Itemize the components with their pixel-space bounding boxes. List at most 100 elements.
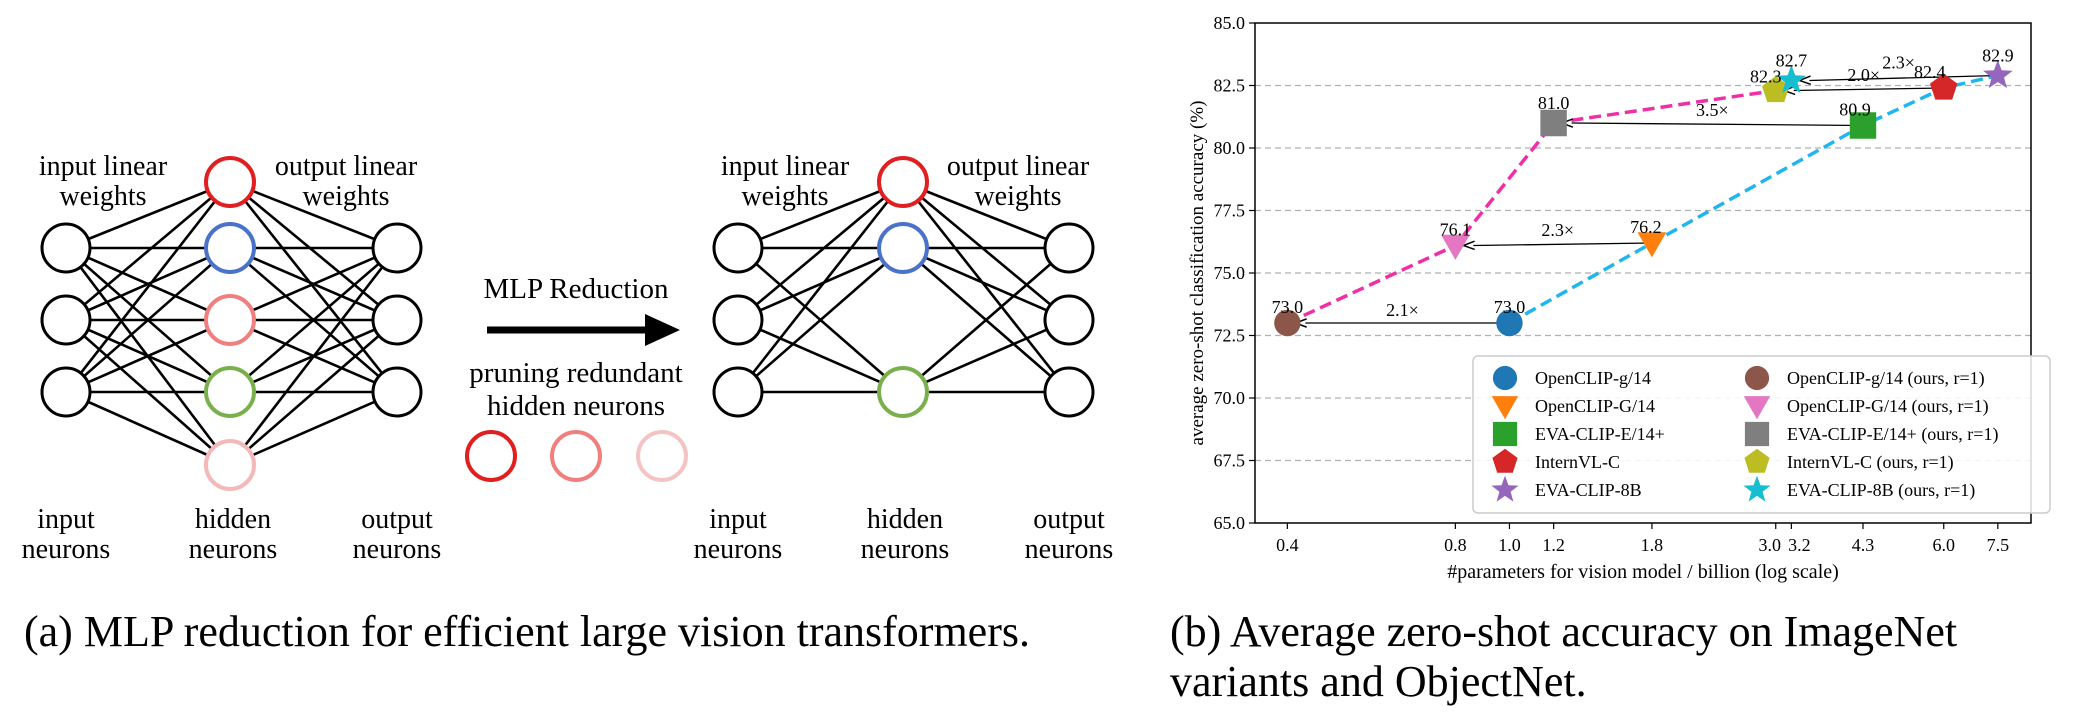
data-marker: [1496, 309, 1523, 337]
speedup-label: 3.5×: [1696, 100, 1729, 120]
data-labels: 73.0 76.2 80.9 82.4 82.9 73.0 76.1 81.0 82.382.7: [1272, 46, 2014, 318]
reduced-output-neuron: [1043, 294, 1095, 346]
legend-marker: [1744, 421, 1770, 447]
original-input-neuron: [40, 366, 92, 418]
x-axis-ticks: 0.4 0.8 1.0 1.2 1.8 3.0 3.2 4.3 6.0 7.5: [1276, 523, 2009, 555]
caption-a: (a) MLP reduction for efficient large vi…: [24, 607, 1030, 656]
legend-entry: InternVL-C (ours, r=1): [1787, 452, 1954, 473]
data-label: 82.7: [1776, 51, 1808, 71]
original-input-neuron: [40, 222, 92, 274]
legend-marker: [1744, 365, 1770, 391]
x-tick-label: 1.2: [1542, 535, 1565, 555]
data-marker: [1983, 59, 2013, 89]
data-marker: [1274, 309, 1301, 337]
original-hidden-neuron: [204, 294, 256, 346]
x-tick-label: 1.0: [1498, 535, 1521, 555]
data-label: 73.0: [1494, 297, 1526, 317]
original-output-edge: [229, 390, 398, 467]
pruned-neuron: [465, 430, 517, 482]
reduced-input-edge: [737, 180, 904, 250]
reduced-output-edge: [902, 318, 1070, 394]
original-hidden-neuron: [204, 222, 256, 274]
original-output-neuron: [371, 294, 423, 346]
data-marker: [1637, 232, 1667, 258]
data-label: 82.9: [1982, 46, 2014, 66]
data-marker: [1930, 73, 1958, 100]
original-input-edge: [65, 390, 231, 467]
x-tick-label: 7.5: [1987, 535, 2010, 555]
original-output-edge: [229, 247, 398, 393]
output-weights-label-l2: weights: [302, 181, 389, 212]
x-tick-label: 3.2: [1788, 535, 1811, 555]
y-tick-label: 70.0: [1214, 388, 1246, 408]
reduced-output-edge: [902, 180, 1070, 250]
reduced-output-edge: [902, 247, 1070, 393]
y-axis-label: average zero-shot classification accurac…: [1187, 101, 1208, 446]
original-output-edge: [229, 318, 398, 394]
data-marker: [1849, 112, 1877, 139]
chart-legend: OpenCLIP-g/14 OpenCLIP-G/14 EVA-CLIP-E/14+…: [1472, 355, 2051, 514]
data-label: 76.2: [1630, 217, 1662, 237]
reduced-output-neuron: [1043, 222, 1095, 274]
x-tick-label: 6.0: [1932, 535, 1955, 555]
legend-marker: [1743, 396, 1771, 420]
original-hidden-neuron: [204, 439, 256, 491]
legend-entry: EVA-CLIP-8B: [1535, 480, 1642, 500]
legend-marker: [1492, 421, 1518, 447]
plot-frame: [1254, 22, 2032, 524]
reduced-output-edge: [902, 181, 1070, 321]
y-tick-label: 85.0: [1214, 13, 1246, 33]
original-input-edge: [64, 181, 232, 393]
caption-b-line2: variants and ObjectNet.: [1170, 657, 1587, 706]
speedup-arrow: [1809, 74, 1998, 82]
input-neurons-label-l2: neurons: [22, 534, 111, 565]
speedup-arrows: 2.1×2.3×3.5×2.0×2.3×: [1293, 53, 1998, 328]
hidden-neurons-label-r2: neurons: [861, 534, 950, 565]
legend-entry: OpenCLIP-G/14 (ours, r=1): [1787, 396, 1989, 417]
speedup-arrow: [1473, 242, 1652, 247]
output-neurons-label-l1: output: [361, 504, 433, 535]
mlp-reduction-label: MLP Reduction: [483, 273, 669, 305]
hidden-neurons-label-l2: neurons: [189, 534, 278, 565]
reduced-output-edge: [902, 246, 1070, 322]
pruned-neuron: [636, 430, 688, 482]
y-tick-label: 77.5: [1214, 201, 1246, 221]
mlp-reduction-diagram: input linear weights output linear weigh…: [22, 151, 1114, 565]
original-input-edge: [65, 181, 231, 321]
output-neurons-label-r2: neurons: [1025, 534, 1114, 565]
data-label: 81.0: [1538, 93, 1570, 113]
speedup-label: 2.0×: [1847, 65, 1880, 85]
output-weights-label-r2: weights: [974, 181, 1061, 212]
input-neurons-label-r1: input: [709, 504, 767, 535]
y-tick-label: 67.5: [1214, 451, 1246, 471]
reduced-input-neuron: [712, 366, 764, 418]
pruning-label-l2: hidden neurons: [487, 390, 665, 422]
x-tick-label: 0.4: [1276, 535, 1299, 555]
x-tick-label: 1.8: [1641, 535, 1664, 555]
network-edges: [64, 180, 1071, 467]
original-input-edge: [65, 247, 231, 393]
original-input-edge: [65, 246, 231, 322]
legend-marker: [1491, 475, 1519, 502]
original-input-neuron: [40, 294, 92, 346]
reduced-input-edge: [737, 246, 904, 322]
output-neurons-label-r1: output: [1033, 504, 1105, 535]
y-tick-label: 65.0: [1214, 513, 1246, 533]
pruned-neurons: [465, 430, 688, 482]
caption-b-line1: (b) Average zero-shot accuracy on ImageN…: [1170, 607, 1958, 656]
y-axis-ticks: 65.0 67.5 70.0 72.5 75.0 77.5 80.0 82.5 85.0: [1214, 13, 1255, 533]
data-label: 73.0: [1272, 297, 1304, 317]
reduced-output-neuron: [1043, 366, 1095, 418]
x-tick-label: 0.8: [1444, 535, 1467, 555]
data-marker: [1540, 109, 1567, 137]
data-markers: [1274, 59, 2013, 337]
output-neurons-label-l2: neurons: [353, 534, 442, 565]
original-output-edge: [229, 246, 398, 322]
original-output-edge: [229, 180, 398, 322]
legend-entry: InternVL-C: [1535, 452, 1620, 472]
hidden-neurons-label-l1: hidden: [195, 504, 271, 535]
speedup-arrow: [1571, 122, 1864, 127]
network-neurons: [40, 156, 1095, 491]
